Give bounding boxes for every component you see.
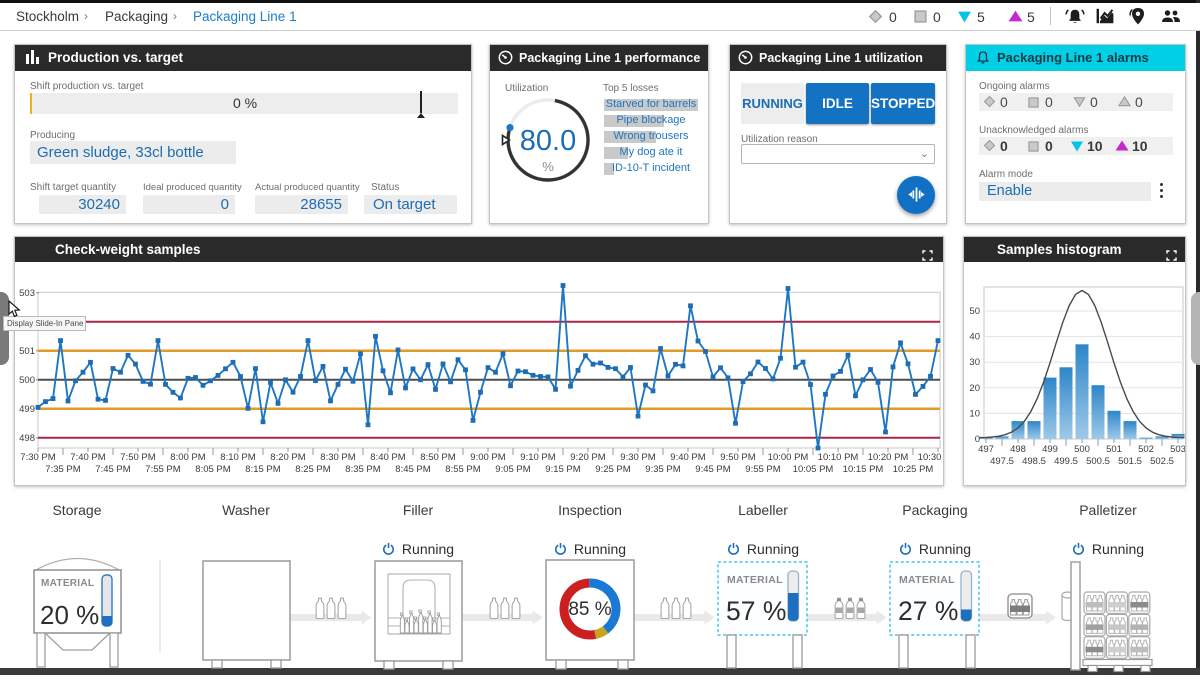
svg-text:9:10 PM: 9:10 PM — [520, 452, 555, 463]
svg-text:8:25 PM: 8:25 PM — [295, 464, 330, 475]
svg-text:50: 50 — [969, 306, 980, 317]
svg-text:0: 0 — [975, 434, 980, 445]
svg-text:MATERIAL: MATERIAL — [41, 578, 94, 589]
svg-text:9:00 PM: 9:00 PM — [470, 452, 505, 463]
svg-text:%: % — [542, 159, 554, 174]
svg-text:501: 501 — [1106, 444, 1122, 455]
svg-text:40: 40 — [969, 332, 980, 343]
svg-text:MATERIAL: MATERIAL — [727, 574, 783, 586]
svg-text:501.5: 501.5 — [1118, 456, 1142, 467]
svg-text:497: 497 — [978, 444, 994, 455]
svg-text:7:35 PM: 7:35 PM — [45, 464, 80, 475]
svg-text:501: 501 — [19, 346, 35, 357]
svg-text:503: 503 — [1170, 444, 1186, 455]
svg-text:MATERIAL: MATERIAL — [899, 574, 955, 586]
svg-text:8:40 PM: 8:40 PM — [370, 452, 405, 463]
svg-text:8:55 PM: 8:55 PM — [445, 464, 480, 475]
svg-text:499: 499 — [19, 404, 35, 415]
svg-text:499.5: 499.5 — [1054, 456, 1078, 467]
svg-text:503: 503 — [19, 288, 35, 299]
svg-text:9:30 PM: 9:30 PM — [620, 452, 655, 463]
svg-text:9:15 PM: 9:15 PM — [545, 464, 580, 475]
svg-text:8:20 PM: 8:20 PM — [270, 452, 305, 463]
svg-text:502: 502 — [1138, 444, 1154, 455]
svg-text:10: 10 — [969, 408, 980, 419]
svg-text:499: 499 — [1042, 444, 1058, 455]
svg-text:502.5: 502.5 — [1150, 456, 1174, 467]
svg-text:8:00 PM: 8:00 PM — [170, 452, 205, 463]
svg-text:500: 500 — [1074, 444, 1090, 455]
svg-text:497.5: 497.5 — [990, 456, 1014, 467]
svg-text:498.5: 498.5 — [1022, 456, 1046, 467]
svg-text:20 %: 20 % — [40, 600, 99, 630]
svg-text:10:00 PM: 10:00 PM — [768, 452, 809, 463]
svg-text:9:55 PM: 9:55 PM — [745, 464, 780, 475]
svg-text:20: 20 — [969, 383, 980, 394]
svg-text:10:15 PM: 10:15 PM — [843, 464, 884, 475]
svg-text:80.0: 80.0 — [520, 125, 576, 157]
svg-text:8:05 PM: 8:05 PM — [195, 464, 230, 475]
svg-text:498: 498 — [19, 433, 35, 444]
svg-text:27 %: 27 % — [898, 596, 958, 626]
svg-text:10:25 PM: 10:25 PM — [893, 464, 934, 475]
svg-text:9:05 PM: 9:05 PM — [495, 464, 530, 475]
svg-text:8:45 PM: 8:45 PM — [395, 464, 430, 475]
svg-text:10:30 PM: 10:30 PM — [918, 452, 944, 463]
svg-text:500: 500 — [19, 375, 35, 386]
svg-text:9:50 PM: 9:50 PM — [720, 452, 755, 463]
svg-text:9:40 PM: 9:40 PM — [670, 452, 705, 463]
svg-text:30: 30 — [969, 357, 980, 368]
svg-text:8:35 PM: 8:35 PM — [345, 464, 380, 475]
svg-text:9:25 PM: 9:25 PM — [595, 464, 630, 475]
svg-text:9:35 PM: 9:35 PM — [645, 464, 680, 475]
svg-text:8:15 PM: 8:15 PM — [245, 464, 280, 475]
svg-text:8:30 PM: 8:30 PM — [320, 452, 355, 463]
svg-text:7:40 PM: 7:40 PM — [70, 452, 105, 463]
svg-text:7:30 PM: 7:30 PM — [20, 452, 55, 463]
svg-text:8:10 PM: 8:10 PM — [220, 452, 255, 463]
svg-text:57 %: 57 % — [726, 596, 786, 626]
svg-text:7:55 PM: 7:55 PM — [145, 464, 180, 475]
svg-text:7:45 PM: 7:45 PM — [95, 464, 130, 475]
svg-text:10:10 PM: 10:10 PM — [818, 452, 859, 463]
svg-text:7:50 PM: 7:50 PM — [120, 452, 155, 463]
svg-text:9:20 PM: 9:20 PM — [570, 452, 605, 463]
svg-text:500.5: 500.5 — [1086, 456, 1110, 467]
svg-text:9:45 PM: 9:45 PM — [695, 464, 730, 475]
svg-text:8:50 PM: 8:50 PM — [420, 452, 455, 463]
svg-text:10:20 PM: 10:20 PM — [868, 452, 909, 463]
svg-text:10:05 PM: 10:05 PM — [793, 464, 834, 475]
svg-text:498: 498 — [1010, 444, 1026, 455]
svg-text:85 %: 85 % — [568, 599, 611, 620]
